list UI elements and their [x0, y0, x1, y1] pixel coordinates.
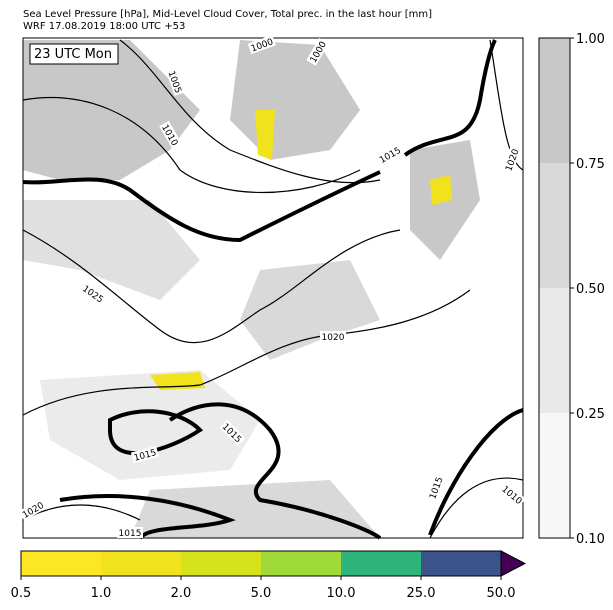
colorbar-segment	[539, 288, 570, 413]
colorbar-segment	[261, 551, 341, 576]
isobar-1015	[22, 170, 381, 243]
subtitle: WRF 17.08.2019 18:00 UTC +53	[23, 21, 185, 32]
colorbar-tick-label: 1.0	[91, 586, 112, 601]
cloud-area	[240, 260, 380, 360]
colorbar-segment	[539, 163, 570, 288]
contour-label-bg	[425, 473, 446, 502]
cloud-area	[130, 480, 380, 538]
isobar	[22, 289, 471, 416]
colorbar-tick-label: 0.5	[11, 586, 32, 601]
colorbar-tick-label: 2.0	[171, 586, 192, 601]
colorbar-segment	[21, 551, 101, 576]
contour-label-bg	[165, 67, 186, 96]
isobar-1015	[59, 494, 236, 540]
colorbar-tick-label: 0.25	[576, 407, 605, 422]
cloud-area	[40, 370, 260, 480]
isobar	[22, 229, 401, 344]
isobar-1015	[168, 402, 382, 540]
colorbar-segment	[539, 38, 570, 163]
isobar-1015	[403, 39, 497, 157]
contour-label-bg	[18, 498, 47, 521]
contour-label-bg	[117, 527, 143, 538]
colorbar-tick-label: 1.00	[576, 32, 605, 47]
time-label: 23 UTC Mon	[34, 47, 112, 62]
contour-label-bg	[498, 482, 526, 508]
precip-area	[430, 175, 452, 205]
colorbar-segment	[181, 551, 261, 576]
isobar	[429, 477, 524, 539]
isobar-1015	[108, 409, 204, 456]
time-box	[29, 43, 119, 65]
colorbar-tick-label: 50.0	[487, 586, 516, 601]
contour-label: 1020	[322, 333, 345, 343]
contour-label-bg	[130, 445, 159, 464]
contour-label-bg	[306, 37, 329, 66]
colorbar-tick-label: 10.0	[327, 586, 356, 601]
contour-label-bg	[247, 34, 276, 55]
contour-label-bg	[79, 281, 108, 306]
colorbar-segment	[539, 413, 570, 538]
isobar	[489, 39, 524, 171]
contour-label: 1015	[119, 529, 142, 539]
colorbar-segment	[421, 551, 501, 576]
colorbar-tick-label: 0.10	[576, 532, 605, 547]
colorbar-segment	[341, 551, 421, 576]
contour-label-bg	[320, 331, 346, 342]
title: Sea Level Pressure [hPa], Mid-Level Clou…	[23, 9, 432, 20]
colorbar-tick-label: 25.0	[407, 586, 436, 601]
contour-label-bg	[159, 120, 182, 149]
colorbar-extend	[500, 550, 527, 577]
isobar-1015	[428, 408, 524, 536]
contour-label-bg	[219, 419, 246, 446]
colorbar-tick-label: 0.75	[576, 157, 605, 172]
colorbar-tick-label: 0.50	[576, 282, 605, 297]
contour-label-bg	[501, 145, 522, 174]
colorbar-segment	[101, 551, 181, 576]
colorbar-tick-label: 5.0	[251, 586, 272, 601]
precip-area	[255, 110, 275, 160]
isobar	[22, 96, 361, 193]
contour-label-bg	[375, 143, 404, 166]
cloud-area	[23, 200, 200, 300]
